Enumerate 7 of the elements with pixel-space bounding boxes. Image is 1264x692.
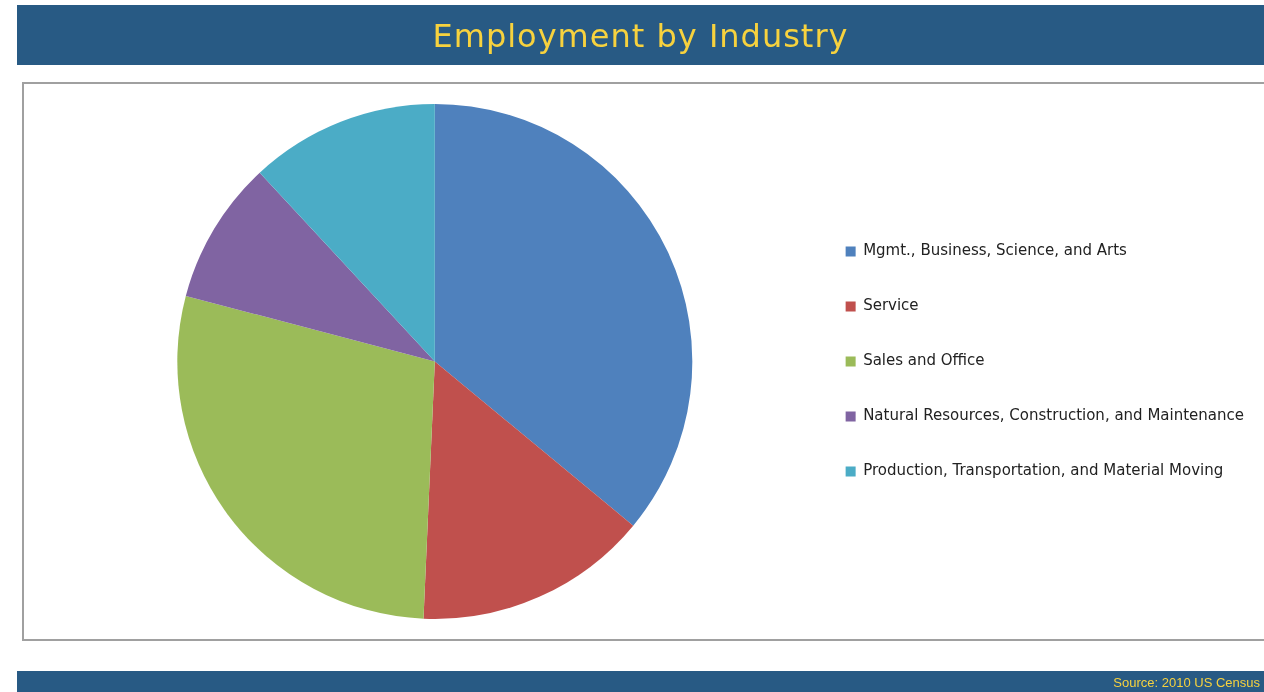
source-note: Source: 2010 US Census — [1113, 675, 1260, 690]
legend-label: Natural Resources, Construction, and Maintenance — [863, 406, 1245, 425]
legend-label: Service — [863, 296, 919, 315]
legend-label: Mgmt., Business, Science, and Arts — [863, 241, 1128, 260]
legend-label: Sales and Office — [863, 351, 985, 370]
chart-title: Employment by Industry — [17, 5, 1264, 65]
legend-label: Production, Transportation, and Material Moving — [863, 461, 1224, 480]
